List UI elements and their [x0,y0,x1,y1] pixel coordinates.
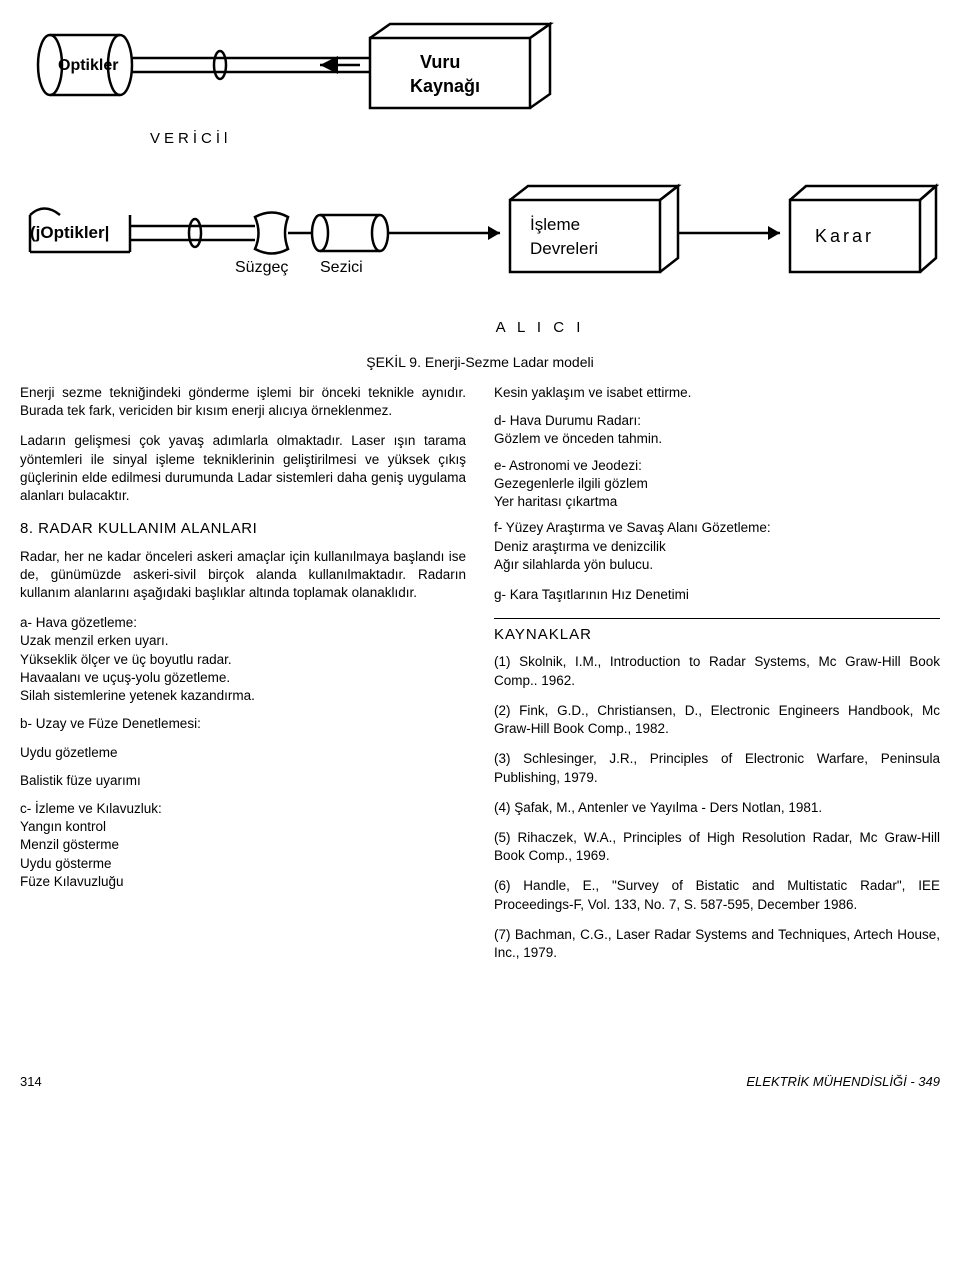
d-head: d- Hava Durumu Radarı: [494,412,940,430]
f-head: f- Yüzey Araştırma ve Savaş Alanı Gözetl… [494,519,940,537]
c-l2: Menzil gösterme [20,836,466,854]
g-head: g- Kara Taşıtlarının Hız Denetimi [494,586,940,604]
a-l1: Uzak menzil erken uyarı. [20,632,466,650]
r-line0: Kesin yaklaşım ve isabet ettirme. [494,384,940,402]
suzgec-label: Süzgeç [235,259,288,276]
b-head: b- Uzay ve Füze Denetlemesi: [20,715,466,733]
e-l2: Yer haritası çıkartma [494,493,940,511]
alici-caption: A L I C I [140,319,940,336]
b-l1: Uydu gözetleme [20,744,466,762]
section-8-heading: 8. RADAR KULLANIM ALANLARI [20,519,466,539]
a-l2: Yükseklik ölçer ve üç boyutlu radar. [20,651,466,669]
a-head: a- Hava gözetleme: [20,614,466,632]
a-l3: Havaalanı ve uçuş-yolu gözetleme. [20,669,466,687]
d-l1: Gözlem ve önceden tahmin. [494,430,940,448]
page-footer: 314 ELEKTRİK MÜHENDİSLİĞİ - 349 [20,1074,940,1089]
figure-caption: ŞEKİL 9. Enerji-Sezme Ladar modeli [20,354,940,370]
ref1: (1) Skolnik, I.M., Introduction to Radar… [494,653,940,689]
vuru-label-2: Kaynağı [410,76,480,96]
body-columns: Enerji sezme tekniğindeki gönderme işlem… [20,384,940,974]
left-column: Enerji sezme tekniğindeki gönderme işlem… [20,384,466,974]
ladar-diagram: Optikler Vuru Kaynağı (jOptikler| [20,20,940,370]
ref6: (6) Handle, E., "Survey of Bistatic and … [494,877,940,913]
f-l1: Deniz araştırma ve denizcilik [494,538,940,556]
isleme-label-2: Devreleri [530,239,598,258]
left-para3: Radar, her ne kadar önceleri askeri amaç… [20,548,466,603]
a-l4: Silah sistemlerine yetenek kazandırma. [20,687,466,705]
optikler-label-verici: Optikler [58,57,118,74]
karar-label: Karar [815,226,874,246]
c-l1: Yangın kontrol [20,818,466,836]
sezici-label: Sezici [320,259,363,276]
left-para2: Ladarın gelişmesi çok yavaş adımlarla ol… [20,432,466,505]
c-head: c- İzleme ve Kılavuzluk: [20,800,466,818]
ref3: (3) Schlesinger, J.R., Principles of Ele… [494,750,940,786]
left-para1: Enerji sezme tekniğindeki gönderme işlem… [20,384,466,420]
page-number-left: 314 [20,1074,42,1089]
page-number-right: ELEKTRİK MÜHENDİSLİĞİ - 349 [746,1074,940,1089]
e-l1: Gezegenlerle ilgili gözlem [494,475,940,493]
c-l3: Uydu gösterme [20,855,466,873]
e-head: e- Astronomi ve Jeodezi: [494,457,940,475]
right-column: Kesin yaklaşım ve isabet ettirme. d- Hav… [494,384,940,974]
vuru-label-1: Vuru [420,52,460,72]
kaynaklar-heading: KAYNAKLAR [494,618,940,645]
optikler-label-alici: (jOptikler| [30,223,109,242]
c-l4: Füze Kılavuzluğu [20,873,466,891]
f-l2: Ağır silahlarda yön bulucu. [494,556,940,574]
ref7: (7) Bachman, C.G., Laser Radar Systems a… [494,926,940,962]
ref4: (4) Şafak, M., Antenler ve Yayılma - Der… [494,799,940,817]
ref5: (5) Rihaczek, W.A., Principles of High R… [494,829,940,865]
isleme-label-1: İşleme [530,215,580,234]
b-l2: Balistik füze uyarımı [20,772,466,790]
ref2: (2) Fink, G.D., Christiansen, D., Electr… [494,702,940,738]
verici-caption: VERİCİl [150,130,940,147]
